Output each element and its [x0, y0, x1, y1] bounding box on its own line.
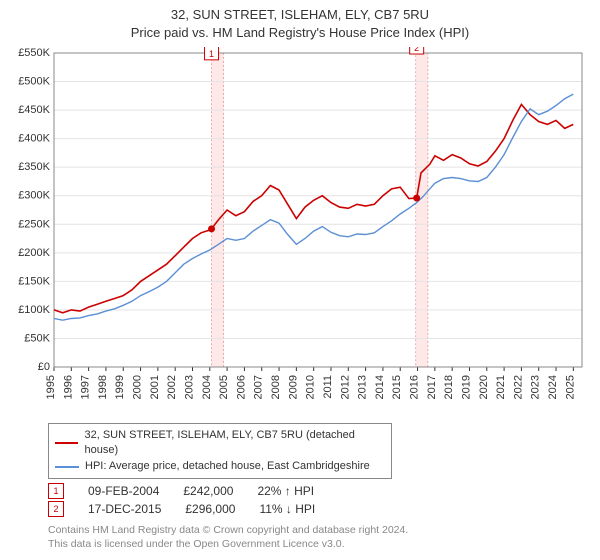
svg-text:2012: 2012	[339, 375, 351, 399]
sale-marker-icon: 2	[48, 501, 64, 517]
svg-text:£300K: £300K	[18, 190, 50, 202]
sale-price: £296,000	[185, 502, 235, 516]
svg-text:£500K: £500K	[18, 76, 50, 88]
svg-text:2020: 2020	[478, 375, 490, 399]
svg-text:2000: 2000	[132, 375, 144, 399]
svg-text:2016: 2016	[409, 375, 421, 399]
chart-subtitle: Price paid vs. HM Land Registry's House …	[8, 24, 592, 42]
svg-text:£550K: £550K	[18, 47, 50, 59]
svg-text:2010: 2010	[305, 375, 317, 399]
svg-text:2024: 2024	[547, 375, 559, 399]
sale-marker-icon: 1	[48, 483, 64, 499]
footnote-line: This data is licensed under the Open Gov…	[48, 537, 592, 551]
svg-text:2006: 2006	[235, 375, 247, 399]
svg-text:£200K: £200K	[18, 247, 50, 259]
svg-text:1999: 1999	[114, 375, 126, 399]
chart-title: 32, SUN STREET, ISLEHAM, ELY, CB7 5RU	[8, 6, 592, 24]
svg-text:£350K: £350K	[18, 161, 50, 173]
svg-text:2008: 2008	[270, 375, 282, 399]
svg-text:£100K: £100K	[18, 304, 50, 316]
chart: £0 £50K £100K £150K £200K £250K £300K £350K £400…	[8, 47, 592, 417]
svg-text:2: 2	[414, 47, 419, 53]
svg-text:2013: 2013	[357, 375, 369, 399]
chart-svg: £0 £50K £100K £150K £200K £250K £300K £350K £400…	[8, 47, 592, 417]
legend: 32, SUN STREET, ISLEHAM, ELY, CB7 5RU (d…	[48, 423, 392, 479]
svg-text:£450K: £450K	[18, 104, 50, 116]
svg-text:2018: 2018	[443, 375, 455, 399]
svg-text:2017: 2017	[426, 375, 438, 399]
legend-label: HPI: Average price, detached house, East…	[85, 459, 370, 474]
svg-text:2022: 2022	[512, 375, 524, 399]
svg-text:2005: 2005	[218, 375, 230, 399]
svg-text:1996: 1996	[62, 375, 74, 399]
svg-text:1995: 1995	[45, 375, 57, 399]
legend-row: HPI: Average price, detached house, East…	[55, 459, 385, 474]
svg-text:2025: 2025	[564, 375, 576, 399]
legend-label: 32, SUN STREET, ISLEHAM, ELY, CB7 5RU (d…	[84, 428, 385, 459]
svg-text:2011: 2011	[322, 375, 334, 399]
sale-record: 1 09-FEB-2004 £242,000 22% ↑ HPI	[48, 483, 592, 499]
svg-text:2014: 2014	[374, 375, 386, 399]
sale-date: 17-DEC-2015	[88, 502, 161, 516]
svg-text:2023: 2023	[530, 375, 542, 399]
footnote: Contains HM Land Registry data © Crown c…	[48, 523, 592, 551]
svg-text:1997: 1997	[80, 375, 92, 399]
svg-text:2009: 2009	[287, 375, 299, 399]
legend-swatch	[55, 442, 78, 444]
sale-delta: 22% ↑ HPI	[257, 484, 314, 498]
legend-swatch	[55, 466, 79, 468]
svg-text:1998: 1998	[97, 375, 109, 399]
svg-text:£150K: £150K	[18, 275, 50, 287]
svg-text:2021: 2021	[495, 375, 507, 399]
svg-text:2007: 2007	[253, 375, 265, 399]
sale-record: 2 17-DEC-2015 £296,000 11% ↓ HPI	[48, 501, 592, 517]
sale-delta: 11% ↓ HPI	[259, 502, 315, 516]
svg-text:£50K: £50K	[24, 333, 50, 345]
svg-text:2015: 2015	[391, 375, 403, 399]
svg-text:£250K: £250K	[18, 218, 50, 230]
svg-text:£400K: £400K	[18, 133, 50, 145]
sale-price: £242,000	[183, 484, 233, 498]
svg-text:£0: £0	[38, 361, 50, 373]
svg-text:1: 1	[209, 49, 214, 59]
svg-text:2002: 2002	[166, 375, 178, 399]
svg-text:2001: 2001	[149, 375, 161, 399]
legend-row: 32, SUN STREET, ISLEHAM, ELY, CB7 5RU (d…	[55, 428, 385, 459]
svg-text:2019: 2019	[460, 375, 472, 399]
svg-text:2004: 2004	[201, 375, 213, 399]
sale-date: 09-FEB-2004	[88, 484, 159, 498]
footnote-line: Contains HM Land Registry data © Crown c…	[48, 523, 592, 537]
svg-text:2003: 2003	[183, 375, 195, 399]
